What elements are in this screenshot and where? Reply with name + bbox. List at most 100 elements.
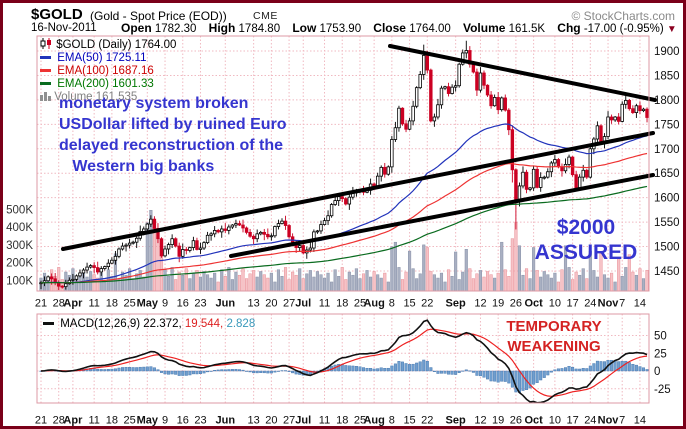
macd-histogram-bar [447, 370, 451, 375]
stockcharts-brand-link[interactable]: © StockCharts.com [571, 9, 675, 23]
date-tick-label: 21 [35, 298, 47, 310]
candle-up [220, 228, 224, 233]
macd-histogram-bar [578, 368, 582, 372]
quote-date: 16-Nov-2011 [31, 22, 97, 34]
volume-bar [393, 241, 397, 291]
macd-legend-row: MACD(12,26,9) 22.372, 19.544, 2.828 [43, 318, 255, 330]
volume-bar [634, 274, 638, 291]
volume-bar [230, 279, 234, 291]
candle-up [542, 176, 546, 179]
candle-down [400, 107, 405, 125]
macd-histogram-bar [223, 369, 227, 372]
macd-histogram-bar [468, 370, 472, 372]
volume-bar [291, 271, 295, 291]
close-label: Close [373, 21, 406, 35]
trendline [388, 44, 657, 102]
candle-up [255, 233, 259, 240]
candle-up [336, 196, 341, 202]
ema100-line-swatch [40, 69, 51, 72]
candle-down [340, 196, 344, 200]
macd-histogram-bar [117, 367, 121, 372]
volume-bar [447, 269, 451, 291]
candle-down [446, 86, 451, 94]
candle-up [432, 116, 437, 122]
candle-up [103, 266, 107, 269]
volume-bar [457, 279, 461, 291]
macd-histogram-bar [574, 368, 578, 372]
candle-up [85, 266, 89, 271]
macd-histogram-bar [266, 370, 270, 374]
candle-up [577, 176, 582, 189]
volume-bar [46, 281, 50, 291]
candle-up [134, 237, 139, 243]
macd-histogram-bar [379, 367, 383, 372]
low-value: 1753.90 [319, 23, 362, 35]
candle-down [524, 171, 529, 190]
volume-bar [400, 279, 405, 291]
close-value: 1764.00 [409, 23, 451, 35]
date-tick-label: 7 [619, 415, 625, 427]
macd-histogram-bar [599, 361, 603, 372]
candle-down [471, 63, 476, 73]
volume-bar [322, 277, 327, 291]
volume-bar [269, 272, 273, 291]
macd-histogram-bar [241, 369, 245, 372]
date-tick-label: May [137, 415, 159, 427]
volume-bar [539, 276, 543, 291]
symbol-title: $GOLD [31, 6, 83, 23]
volume-bar [510, 238, 514, 291]
macd-tick-label: 25 [654, 348, 667, 360]
candle-down [152, 218, 157, 229]
legend-ema200-text: EMA(200) 1601.33 [57, 78, 154, 90]
volume-tick-label: 300K [6, 240, 33, 252]
candle-down [92, 265, 96, 268]
volume-bar [503, 269, 507, 291]
macd-histogram-bar [539, 370, 543, 381]
candle-down [287, 225, 291, 238]
volume-bar [489, 274, 493, 291]
date-tick-label: 26 [510, 298, 522, 310]
candle-down [237, 223, 242, 226]
candle-down [266, 233, 270, 238]
date-tick-label: Jul [295, 298, 311, 310]
volume-bar [315, 271, 319, 291]
date-tick-label: 25 [123, 298, 135, 310]
candle-up [464, 50, 468, 54]
annotation-2000-assured: $2000 ASSURED [534, 216, 638, 264]
candle-down [574, 174, 578, 189]
volume-bar [560, 269, 564, 291]
volume-label: Volume [462, 21, 506, 35]
volume-bar [110, 276, 114, 291]
macd-histogram-bar [489, 370, 493, 382]
macd-histogram-bar [507, 370, 511, 384]
macd-histogram-bar [610, 359, 614, 372]
volume-bar [135, 273, 139, 291]
candle-down [514, 169, 518, 202]
date-tick-label: 11 [319, 298, 330, 310]
date-tick-label: 8 [389, 415, 395, 427]
candle-down [159, 238, 164, 257]
volume-bar [287, 279, 291, 291]
macd-histogram-bar [273, 370, 277, 373]
candle-up [280, 220, 284, 224]
candle-up [88, 265, 93, 268]
high-value: 1784.80 [238, 23, 281, 35]
volume-bar [170, 267, 174, 291]
date-tick-label: 19 [492, 298, 504, 310]
candle-down [301, 245, 305, 254]
macd-histogram-bar [252, 370, 256, 374]
volume-bar [312, 276, 316, 291]
volume-bar [432, 274, 436, 291]
macd-histogram-bar [230, 369, 234, 372]
date-tick-label: Nov [598, 415, 620, 427]
candle-up [46, 276, 50, 282]
date-tick-label: Apr [63, 298, 83, 310]
volume-bar [223, 276, 227, 291]
volume-bar [610, 272, 614, 291]
volume-bar [234, 271, 238, 291]
date-tick-label: 25 [354, 415, 366, 427]
date-tick-label: 26 [510, 415, 522, 427]
legend-symbol-text: $GOLD (Daily) 1764.00 [56, 39, 177, 51]
candle-down [173, 238, 178, 247]
ema200-line-swatch [40, 82, 51, 85]
